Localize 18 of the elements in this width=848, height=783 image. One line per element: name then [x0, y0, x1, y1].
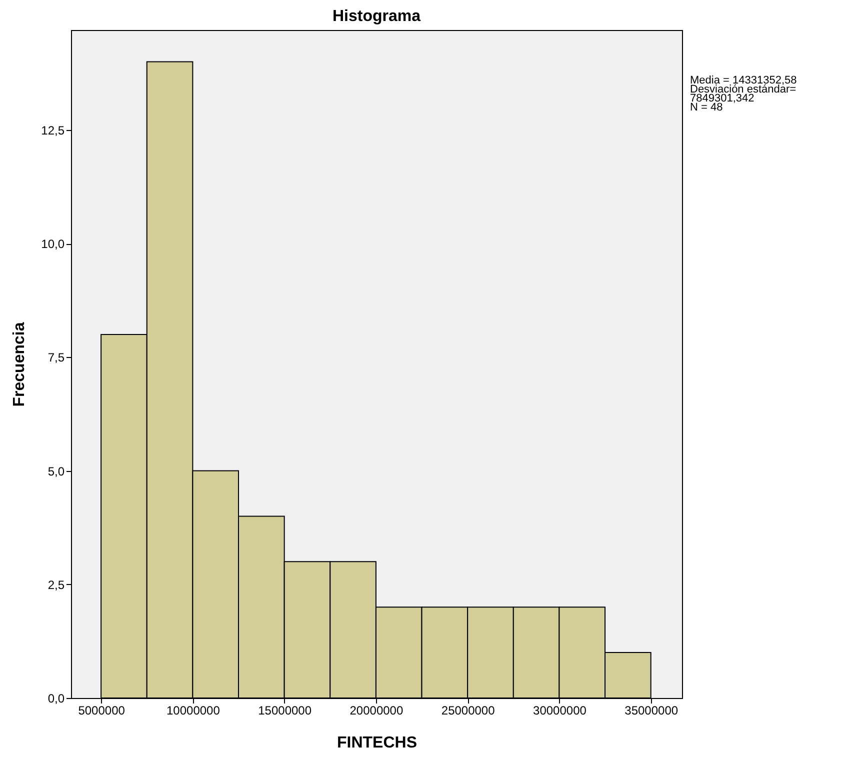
x-tick-label: 15000000: [258, 704, 312, 718]
y-tick-label: 5,0: [48, 464, 65, 478]
x-tick-label: 35000000: [624, 704, 678, 718]
x-tick-label: 20000000: [350, 704, 404, 718]
y-axis-title: Frecuencia: [11, 322, 28, 407]
y-tick-label: 0,0: [48, 692, 65, 706]
y-tick-label: 7,5: [48, 350, 65, 365]
y-tick-label: 12,5: [41, 123, 65, 138]
x-axis-title: FINTECHS: [337, 734, 418, 752]
x-tick-label: 10000000: [166, 704, 220, 718]
x-tick-label: 25000000: [441, 704, 496, 718]
x-tick-label: 30000000: [533, 704, 587, 718]
chart-title: Histograma: [332, 8, 421, 25]
text: N = 48: [690, 102, 723, 114]
y-tick-label: 10,0: [41, 237, 65, 252]
text: 7849301,342: [690, 92, 754, 104]
x-tick-label: 5000000: [78, 704, 126, 718]
y-tick-label: 2,5: [48, 578, 65, 592]
